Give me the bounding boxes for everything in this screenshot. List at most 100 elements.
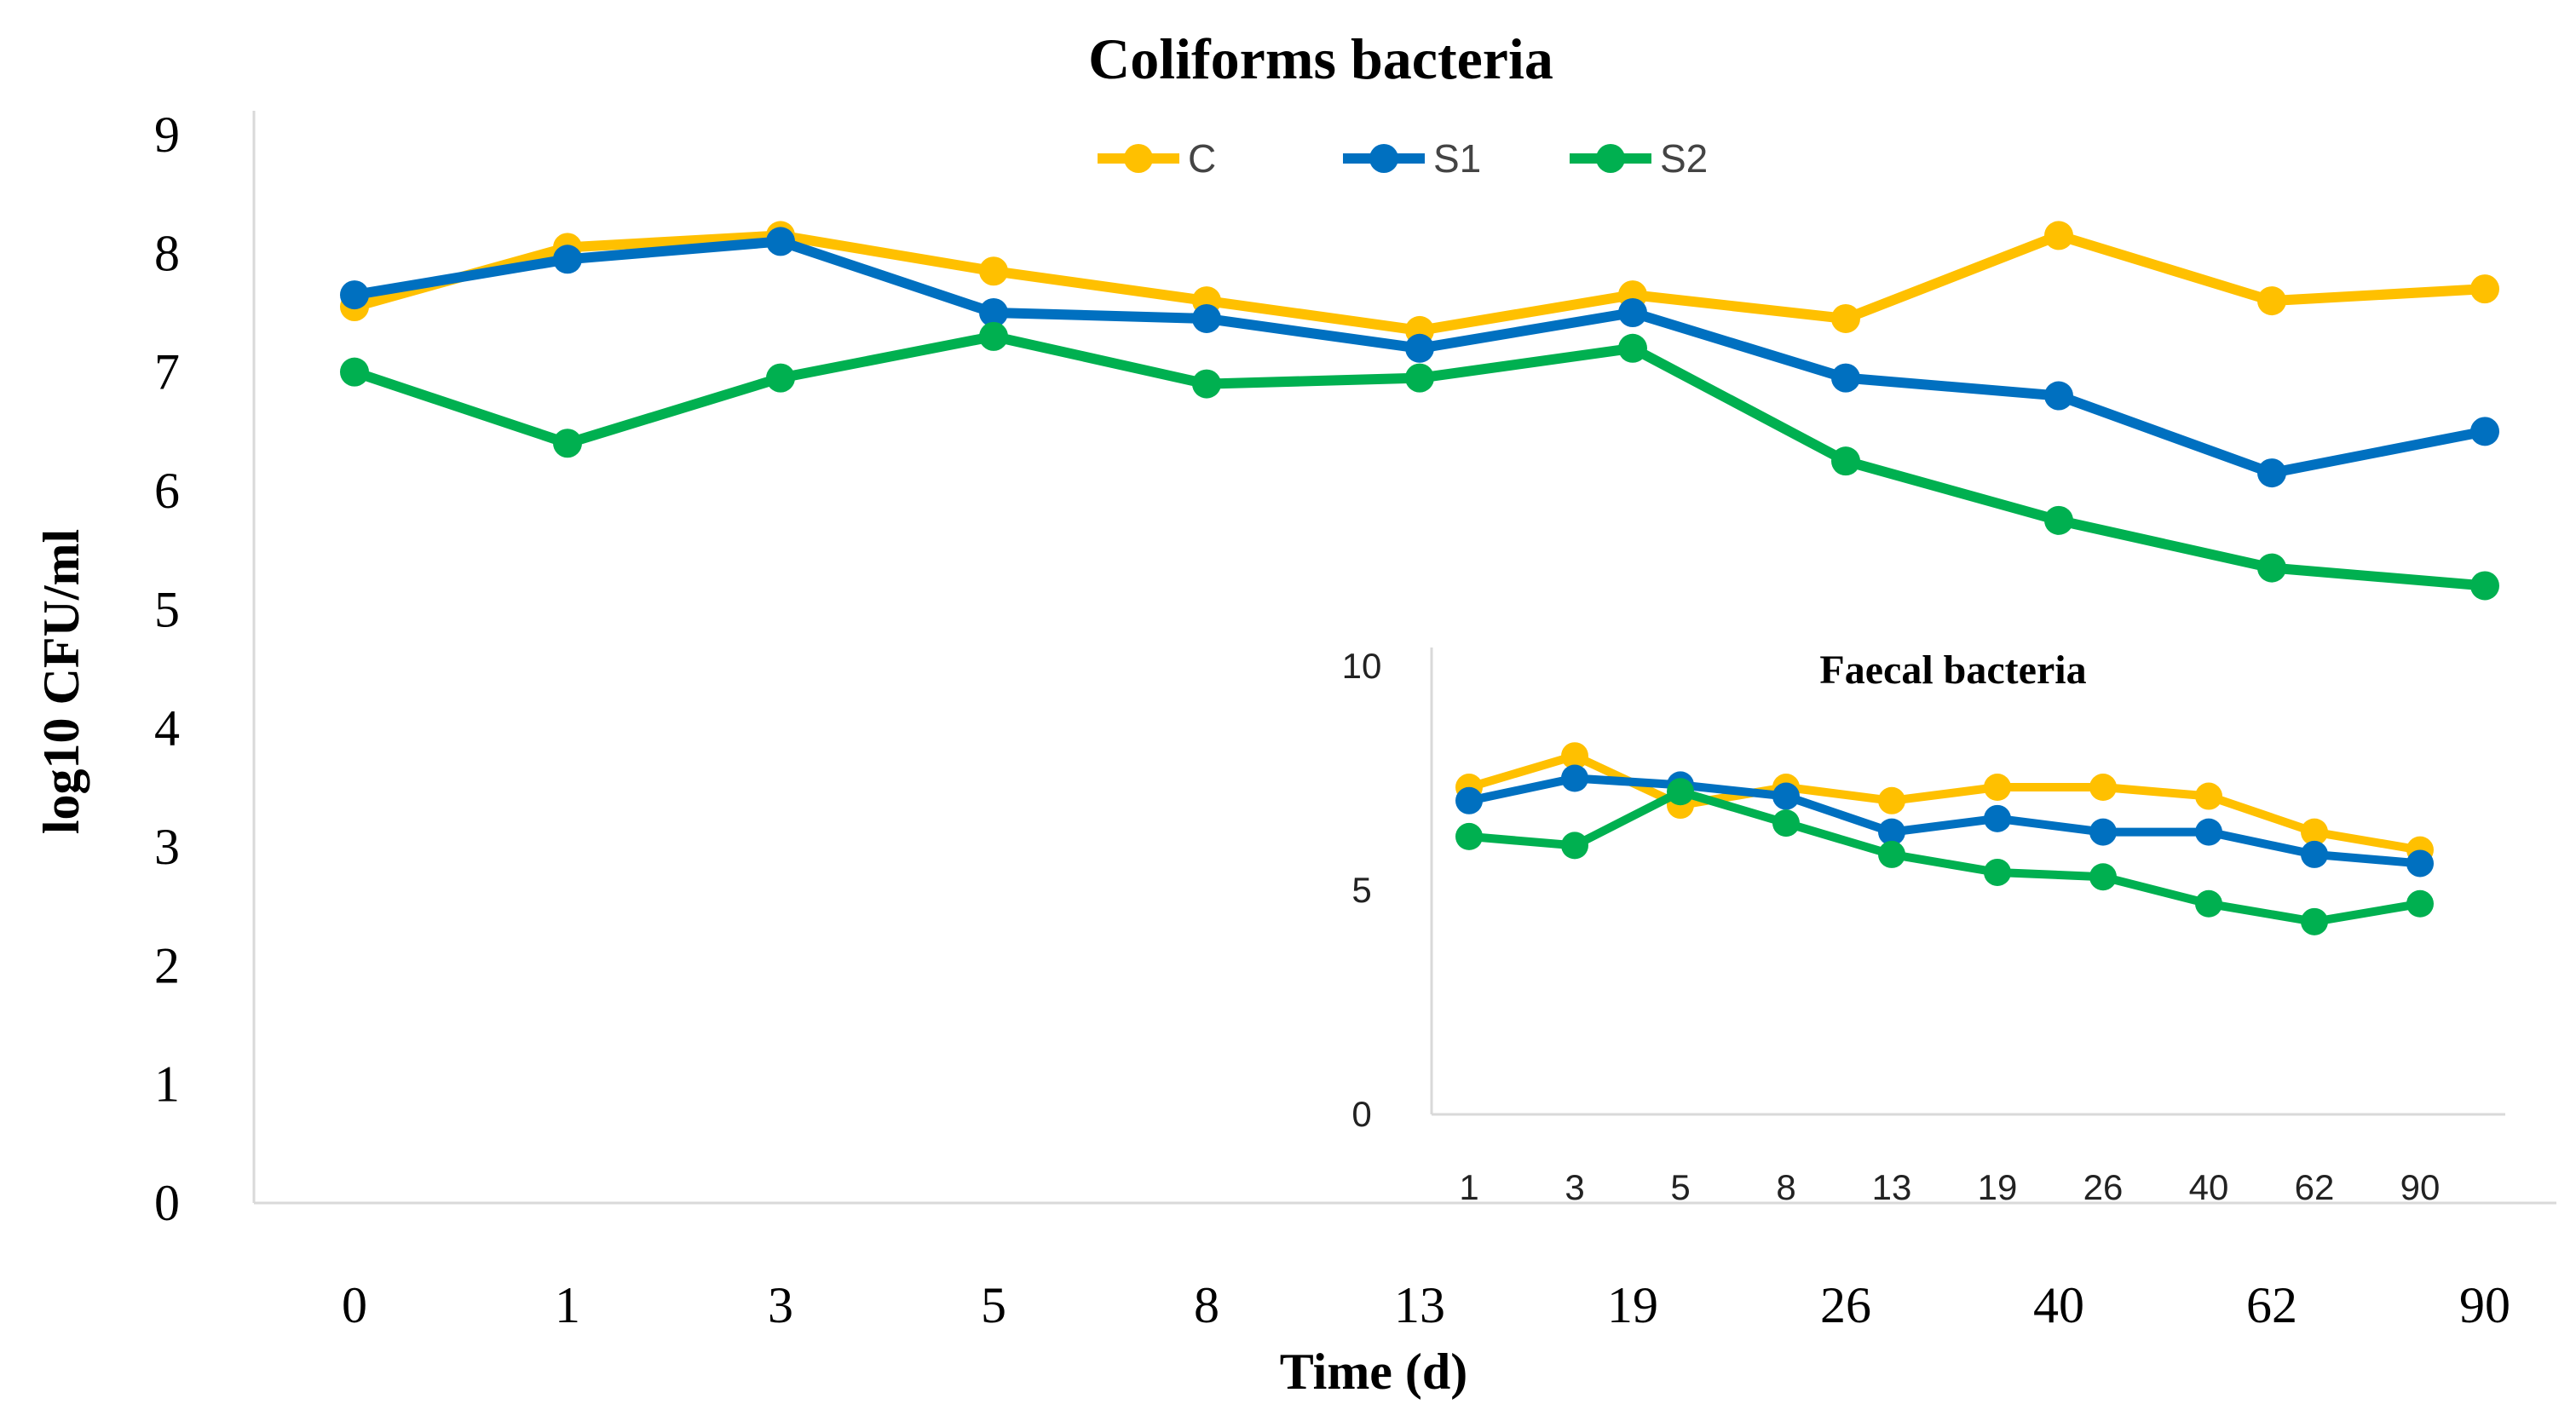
legend-marker-s2 — [1596, 144, 1625, 173]
data-point-s2 — [340, 357, 369, 387]
data-point-s1 — [2257, 458, 2286, 488]
x-tick-label: 1 — [555, 1277, 580, 1333]
data-point-s1 — [1192, 303, 1221, 333]
inset-data-point-s2 — [1772, 809, 1800, 837]
inset-data-point-c — [2089, 774, 2117, 802]
y-axis-title: log10 CFU/ml — [33, 529, 89, 834]
inset-data-point-s2 — [2195, 889, 2222, 918]
legend-marker-c — [1124, 144, 1153, 173]
inset-data-point-c — [2195, 782, 2222, 810]
inset-x-tick-label: 26 — [2083, 1167, 2124, 1207]
inset-data-point-s2 — [2089, 863, 2117, 891]
data-point-c — [979, 256, 1008, 286]
y-tick-label: 5 — [154, 581, 180, 637]
inset-data-point-c — [2301, 818, 2328, 846]
inset-series-line-s2 — [1465, 787, 2424, 926]
y-tick-label: 6 — [154, 463, 180, 519]
inset-x-tick-label: 62 — [2295, 1167, 2335, 1207]
inset-data-point-s1 — [1984, 804, 2011, 832]
inset-x-tick-label: 90 — [2400, 1167, 2441, 1207]
data-point-s2 — [766, 363, 795, 393]
y-tick-label: 3 — [154, 819, 180, 875]
data-point-c — [2470, 274, 2499, 304]
inset-data-point-c — [1878, 786, 1905, 814]
inset-data-point-s1 — [1878, 818, 1905, 846]
inset-data-point-s1 — [2301, 840, 2328, 868]
y-tick-label: 4 — [154, 700, 180, 757]
inset-data-point-s1 — [2089, 818, 2117, 846]
legend-marker-s1 — [1369, 144, 1398, 173]
inset-data-point-s2 — [1455, 822, 1483, 850]
inset-x-tick-label: 13 — [1872, 1167, 1912, 1207]
data-point-s2 — [2257, 553, 2286, 583]
data-point-s1 — [553, 245, 582, 274]
y-tick-label: 8 — [154, 225, 180, 281]
data-point-c — [2257, 286, 2286, 316]
x-tick-label: 19 — [1607, 1277, 1658, 1333]
data-point-c — [2044, 221, 2073, 250]
inset-data-point-s1 — [1561, 764, 1588, 792]
x-tick-label: 90 — [2459, 1277, 2510, 1333]
inset-data-point-c — [1561, 742, 1588, 770]
inset-series-group — [1455, 742, 2434, 935]
x-tick-label: 3 — [768, 1277, 793, 1333]
data-point-s2 — [1192, 369, 1221, 399]
inset-data-point-s1 — [2195, 818, 2222, 846]
inset-data-point-s2 — [1878, 840, 1905, 868]
x-tick-label: 8 — [1194, 1277, 1219, 1333]
x-tick-label: 13 — [1394, 1277, 1445, 1333]
data-point-s2 — [1831, 446, 1860, 476]
x-tick-label: 40 — [2033, 1277, 2084, 1333]
data-point-s2 — [2044, 505, 2073, 535]
x-axis-title: Time (d) — [1280, 1344, 1468, 1400]
legend-label-s1: S1 — [1433, 136, 1481, 181]
legend-label-s2: S2 — [1660, 136, 1708, 181]
inset-data-point-s1 — [1772, 782, 1800, 810]
legend: C S1 S2 — [1098, 136, 1708, 181]
data-point-c — [1831, 303, 1860, 333]
inset-data-point-s2 — [1561, 832, 1588, 860]
x-tick-label: 0 — [342, 1277, 367, 1333]
data-point-s2 — [1405, 363, 1434, 393]
inset-x-tick-label: 8 — [1776, 1167, 1795, 1207]
inset-x-tick-label: 3 — [1565, 1167, 1584, 1207]
data-point-s2 — [2470, 571, 2499, 601]
inset-data-point-s2 — [1984, 858, 2011, 886]
data-point-s1 — [1831, 363, 1860, 393]
y-tick-label: 7 — [154, 344, 180, 400]
y-tick-label: 0 — [154, 1175, 180, 1231]
inset-data-point-s1 — [2406, 849, 2434, 878]
inset-data-point-s2 — [2301, 907, 2328, 935]
data-point-s1 — [340, 280, 369, 310]
x-tick-label: 5 — [981, 1277, 1006, 1333]
x-tick-label: 26 — [1820, 1277, 1871, 1333]
x-tick-label: 62 — [2246, 1277, 2297, 1333]
inset-data-point-s2 — [2406, 889, 2434, 918]
inset-data-point-c — [1984, 774, 2011, 802]
inset-y-tick-label: 10 — [1342, 646, 1382, 686]
inset-chart-title: Faecal bacteria — [1819, 647, 2086, 693]
data-point-s2 — [979, 321, 1008, 351]
inset-series-line-c — [1465, 751, 2424, 855]
y-tick-label: 2 — [154, 937, 180, 993]
data-point-s1 — [2470, 417, 2499, 446]
inset-x-tick-label: 5 — [1670, 1167, 1690, 1207]
inset-y-tick-label: 5 — [1351, 870, 1371, 910]
y-tick-label: 9 — [154, 106, 180, 163]
data-point-s2 — [553, 429, 582, 458]
inset-data-point-s2 — [1667, 778, 1694, 806]
inset-x-tick-label: 40 — [2189, 1167, 2229, 1207]
legend-label-c: C — [1188, 136, 1216, 181]
inset-data-point-s1 — [1455, 786, 1483, 814]
chart-title: Coliforms bacteria — [1088, 26, 1553, 91]
inset-x-tick-label: 1 — [1459, 1167, 1478, 1207]
data-point-s1 — [979, 298, 1008, 327]
data-point-s1 — [1618, 298, 1647, 327]
data-point-s1 — [766, 227, 795, 256]
inset-y-tick-label: 0 — [1351, 1094, 1371, 1134]
data-point-s1 — [1405, 333, 1434, 363]
